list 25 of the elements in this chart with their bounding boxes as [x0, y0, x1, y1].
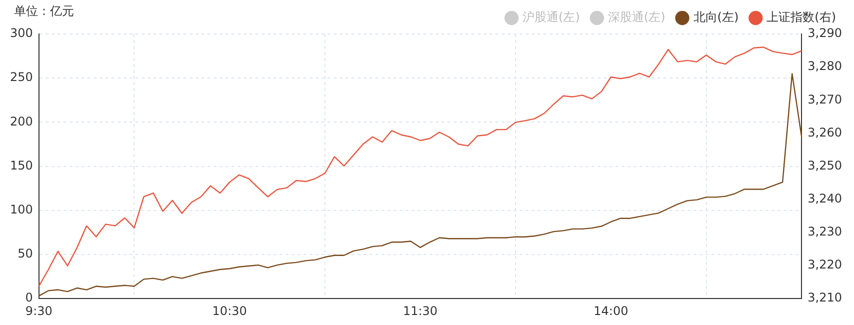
legend-label: 上证指数(右) — [766, 10, 836, 24]
y2-tick-label: 3,270 — [808, 92, 842, 106]
y-tick-label: 250 — [10, 70, 33, 84]
y2-tick-label: 3,260 — [808, 125, 842, 140]
y-tick-label: 100 — [10, 202, 33, 217]
legend-label: 沪股通(左) — [522, 10, 580, 24]
y2-tick-label: 3,290 — [808, 26, 842, 40]
legend-label: 深股通(左) — [608, 10, 666, 24]
x-tick-label: 14:00 — [594, 304, 628, 318]
y2-tick-label: 3,240 — [808, 192, 842, 206]
legend-label: 北向(左) — [693, 10, 739, 24]
y2-tick-label: 3,280 — [808, 59, 842, 74]
x-tick-label: 10:30 — [212, 304, 247, 318]
y2-tick-label: 3,230 — [808, 224, 842, 239]
y-tick-label: 200 — [10, 114, 33, 128]
x-tick-label: 9:30 — [25, 304, 52, 318]
y2-tick-label: 3,250 — [808, 158, 842, 172]
y2-tick-label: 3,220 — [808, 258, 842, 272]
y-tick-label: 150 — [10, 158, 33, 172]
y-tick-label: 300 — [10, 26, 33, 40]
y-axis-title: 单位：亿元 — [14, 4, 74, 18]
y2-tick-label: 3,210 — [808, 290, 842, 305]
y-tick-label: 0 — [25, 290, 33, 305]
x-tick-label: 11:30 — [402, 304, 438, 318]
y-tick-label: 50 — [18, 246, 33, 261]
